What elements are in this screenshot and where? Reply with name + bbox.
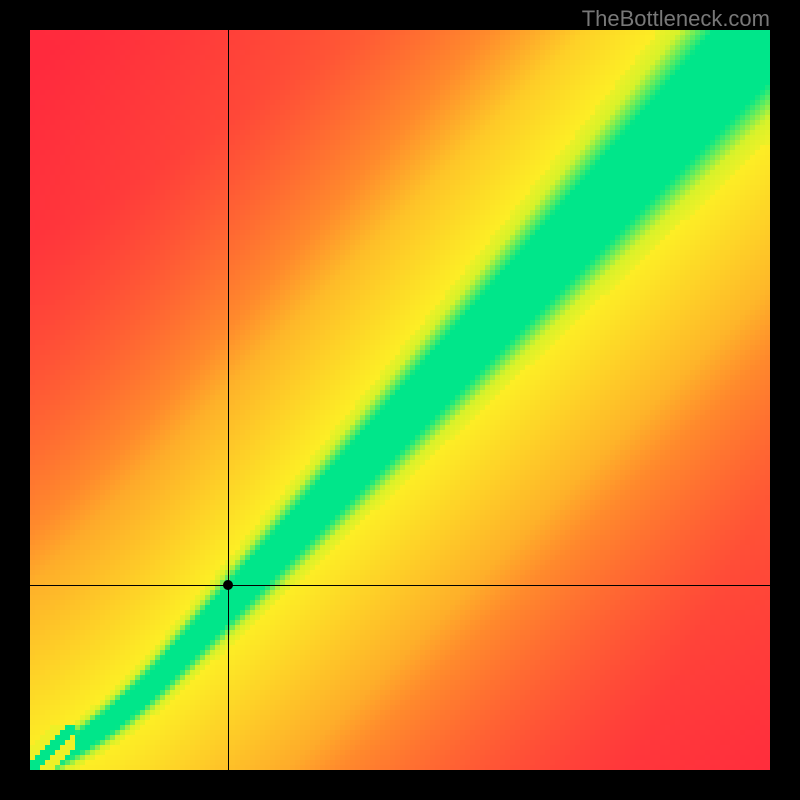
plot-area bbox=[30, 30, 770, 770]
attribution-text: TheBottleneck.com bbox=[582, 6, 770, 32]
crosshair-vertical bbox=[228, 30, 229, 770]
crosshair-dot bbox=[223, 580, 233, 590]
crosshair-horizontal bbox=[30, 585, 770, 586]
heatmap-canvas bbox=[30, 30, 770, 770]
